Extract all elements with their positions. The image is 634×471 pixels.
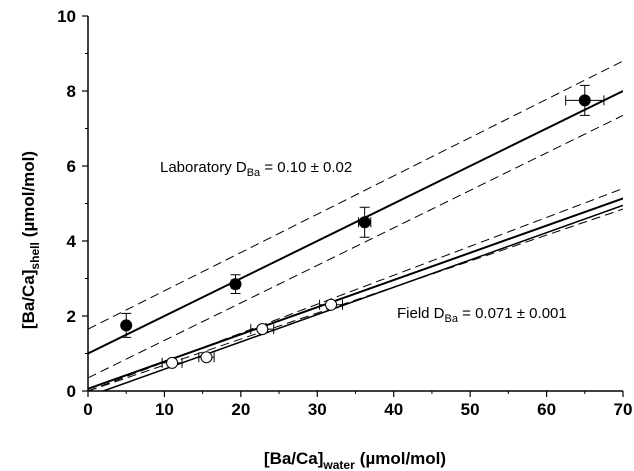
y-tick-label: 6 (67, 157, 76, 176)
plot-content (88, 60, 623, 391)
fit-line-alt-1 (103, 204, 623, 391)
open-marker (166, 356, 179, 369)
x-tick-label: 40 (384, 400, 403, 419)
y-tick-label: 10 (57, 7, 76, 26)
data-point-0-3 (565, 84, 605, 116)
x-tick-label: 0 (83, 400, 92, 419)
x-tick-label: 70 (614, 400, 633, 419)
x-tick-label: 60 (537, 400, 556, 419)
x-tick-label: 20 (231, 400, 250, 419)
data-point-1-2 (250, 323, 275, 336)
y-tick-label: 4 (67, 232, 77, 251)
data-point-1-3 (319, 298, 344, 311)
fit-line-0 (88, 90, 623, 355)
y-tick-label: 8 (67, 82, 76, 101)
ci-lower-line-1 (88, 208, 623, 391)
lab-annotation: Laboratory DBa = 0.10 ± 0.02 (160, 159, 352, 179)
data-point-0-1 (229, 274, 242, 294)
ci-lower-line-0 (88, 114, 623, 379)
y-axis-title: [Ba/Ca]shell(µmol/mol) (19, 151, 42, 329)
x-tick-label: 30 (308, 400, 327, 419)
field-annotation: Field DBa = 0.071 ± 0.001 (397, 305, 567, 325)
open-marker (325, 298, 338, 311)
ci-upper-line-0 (88, 60, 623, 330)
x-axis-title: [Ba/Ca]water (µmol/mol) (264, 449, 446, 471)
fit-lines (88, 60, 623, 391)
ci-upper-line-1 (88, 188, 623, 391)
y-tick-label: 2 (67, 307, 76, 326)
filled-marker (120, 319, 133, 332)
y-tick-label: 0 (67, 382, 76, 401)
data-point-1-1 (198, 351, 215, 364)
fit-line-1 (88, 197, 623, 390)
data-point-0-0 (120, 312, 133, 338)
filled-marker (578, 94, 591, 107)
data-point-0-2 (358, 206, 372, 238)
data-point-1-0 (161, 356, 183, 369)
axes: 0 10 20 30 40 50 60 70 0 2 4 6 8 10 (57, 7, 632, 419)
open-marker (200, 351, 213, 364)
filled-marker (358, 216, 371, 229)
x-tick-label: 10 (155, 400, 174, 419)
filled-marker (229, 278, 242, 291)
open-marker (256, 323, 269, 336)
x-tick-label: 50 (461, 400, 480, 419)
